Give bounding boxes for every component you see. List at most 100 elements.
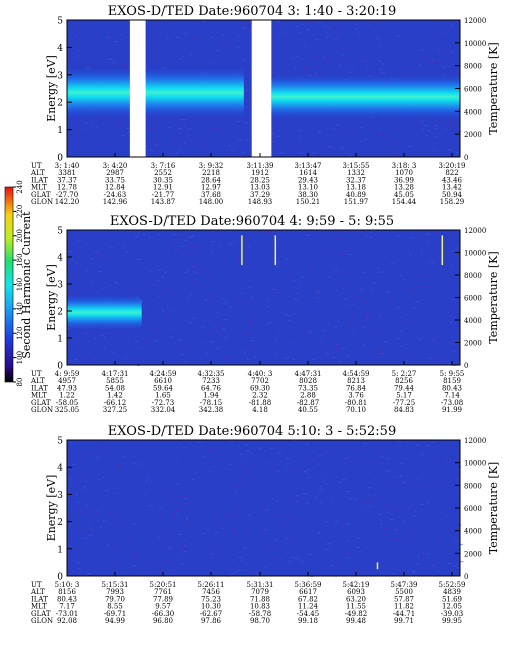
noise-pixel xyxy=(420,120,423,122)
noise-pixel xyxy=(231,528,234,530)
noise-pixel xyxy=(99,453,101,455)
noise-pixel xyxy=(318,490,321,492)
noise-pixel xyxy=(166,250,170,252)
noise-pixel xyxy=(86,269,89,271)
noise-pixel xyxy=(430,461,433,462)
noise-pixel xyxy=(267,492,271,494)
noise-pixel xyxy=(301,276,305,278)
noise-pixel xyxy=(435,540,439,542)
orbit-cell: 332.04 xyxy=(151,406,176,414)
noise-pixel xyxy=(128,339,130,341)
orbit-row-label: ILAT xyxy=(31,176,48,184)
orbit-cell: 3:20:19 xyxy=(439,162,466,170)
noise-pixel xyxy=(275,353,279,355)
noise-pixel xyxy=(353,498,357,500)
noise-pixel xyxy=(88,514,92,516)
noise-pixel xyxy=(263,545,267,547)
noise-pixel xyxy=(87,255,89,257)
noise-pixel xyxy=(306,461,309,463)
noise-pixel xyxy=(221,34,224,36)
noise-pixel xyxy=(202,456,206,458)
spectral-band xyxy=(271,74,460,119)
orbit-cell: 9.57 xyxy=(155,603,171,611)
orbit-cell: -77.25 xyxy=(393,399,415,407)
y-tick-label: 4 xyxy=(57,44,63,54)
noise-pixel xyxy=(96,140,99,142)
noise-pixel xyxy=(453,71,456,73)
noise-pixel xyxy=(231,149,234,151)
noise-pixel xyxy=(166,151,171,153)
orbit-cell: 30.35 xyxy=(153,176,173,184)
noise-pixel xyxy=(77,561,80,563)
noise-pixel xyxy=(98,36,101,38)
noise-pixel xyxy=(446,361,449,363)
noise-pixel xyxy=(90,258,94,260)
noise-pixel xyxy=(261,532,266,534)
noise-pixel xyxy=(427,448,429,449)
noise-pixel xyxy=(386,281,389,283)
noise-pixel xyxy=(286,256,289,258)
noise-pixel xyxy=(147,67,151,69)
noise-pixel xyxy=(368,21,372,23)
noise-pixel xyxy=(366,315,370,317)
noise-pixel xyxy=(131,556,135,558)
noise-pixel xyxy=(277,136,281,137)
noise-pixel xyxy=(315,244,319,246)
noise-pixel xyxy=(76,293,80,295)
noise-pixel xyxy=(133,342,135,344)
orbit-cell: -24.63 xyxy=(104,191,126,199)
noise-pixel xyxy=(243,472,247,474)
noise-pixel xyxy=(116,346,118,348)
noise-pixel xyxy=(437,345,440,347)
noise-pixel xyxy=(117,454,120,456)
y-tick-label: 3 xyxy=(57,281,63,291)
noise-pixel xyxy=(163,67,166,69)
noise-pixel xyxy=(285,244,288,246)
noise-pixel xyxy=(176,510,180,512)
noise-pixel xyxy=(184,126,186,128)
orbit-cell: 47.93 xyxy=(57,384,77,392)
noise-pixel xyxy=(178,143,182,145)
orbit-cell: -39.03 xyxy=(441,610,463,618)
orbit-cell: 13.18 xyxy=(346,184,366,192)
noise-pixel xyxy=(402,451,404,453)
noise-pixel xyxy=(219,246,222,248)
orbit-cell: 80.43 xyxy=(442,384,462,392)
noise-pixel xyxy=(77,568,81,570)
noise-pixel xyxy=(236,46,241,48)
noise-pixel xyxy=(287,271,291,273)
noise-pixel xyxy=(314,55,319,57)
noise-pixel xyxy=(397,154,399,156)
noise-pixel xyxy=(227,145,231,147)
noise-pixel xyxy=(88,234,91,236)
noise-pixel xyxy=(100,527,102,528)
noise-pixel xyxy=(299,130,303,132)
orbit-row-label: MLT xyxy=(31,603,47,611)
noise-pixel xyxy=(308,531,311,533)
noise-pixel xyxy=(361,552,363,554)
noise-pixel xyxy=(175,29,177,31)
noise-pixel xyxy=(162,537,164,538)
noise-pixel xyxy=(241,152,245,154)
noise-pixel xyxy=(149,512,151,514)
noise-pixel xyxy=(98,127,101,128)
noise-pixel xyxy=(299,137,302,139)
orbit-cell: 5: 2:27 xyxy=(392,370,417,378)
noise-pixel xyxy=(414,305,418,307)
noise-pixel xyxy=(438,44,441,46)
noise-pixel xyxy=(364,480,368,482)
noise-pixel xyxy=(438,49,441,51)
orbit-cell: 3: 9:32 xyxy=(199,162,224,170)
noise-pixel xyxy=(126,465,128,467)
noise-pixel xyxy=(427,315,429,316)
noise-pixel xyxy=(202,348,204,350)
noise-pixel xyxy=(169,573,172,575)
noise-pixel xyxy=(352,315,356,317)
noise-pixel xyxy=(379,46,382,48)
orbit-cell: 10.83 xyxy=(250,603,270,611)
noise-pixel xyxy=(175,460,178,462)
noise-pixel xyxy=(141,572,146,574)
noise-pixel xyxy=(300,467,303,469)
noise-pixel xyxy=(296,262,298,264)
noise-pixel xyxy=(398,475,400,477)
